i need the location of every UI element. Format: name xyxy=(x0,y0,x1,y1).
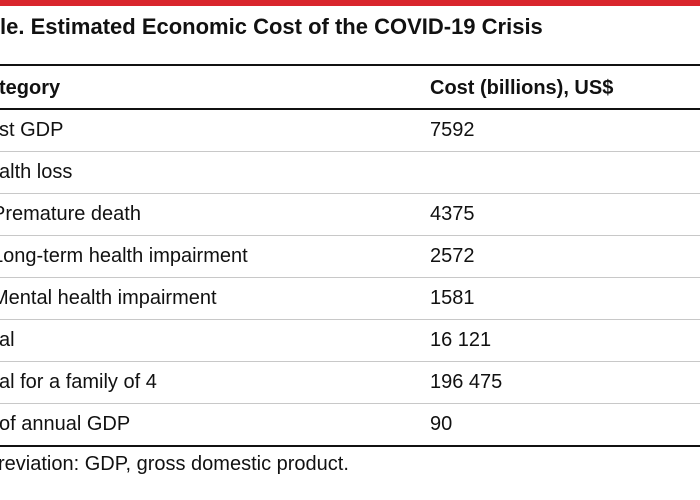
header-cost: Cost (billions), US$ xyxy=(430,77,614,99)
row-cost: 7592 xyxy=(430,119,475,141)
row-cost: 4375 xyxy=(430,203,475,225)
row-cost: 1581 xyxy=(430,287,475,309)
cost-table: tegory Cost (billions), US$ st GDP 7592 … xyxy=(0,64,700,447)
top-accent-bar xyxy=(0,0,700,6)
row-cost: 90 xyxy=(430,413,453,435)
row-category: al xyxy=(0,329,15,351)
table-row: alth loss xyxy=(0,152,700,194)
header-category: tegory xyxy=(0,77,61,99)
row-category: Premature death xyxy=(0,203,141,225)
table-row: al 16 121 xyxy=(0,320,700,362)
table-row: Premature death 4375 xyxy=(0,194,700,236)
row-cost: 16 121 xyxy=(430,329,492,351)
table-row: Long-term health impairment 2572 xyxy=(0,236,700,278)
row-category: Long-term health impairment xyxy=(0,245,248,267)
row-category: st GDP xyxy=(0,119,64,141)
table-header-row: tegory Cost (billions), US$ xyxy=(0,64,700,110)
table-row: al for a family of 4 196 475 xyxy=(0,362,700,404)
table-row: Mental health impairment 1581 xyxy=(0,278,700,320)
table-footnote: reviation: GDP, gross domestic product. xyxy=(0,453,349,475)
table-title: le. Estimated Economic Cost of the COVID… xyxy=(0,14,543,39)
row-category: of annual GDP xyxy=(0,413,131,435)
row-category: al for a family of 4 xyxy=(0,371,157,393)
row-cost: 2572 xyxy=(430,245,475,267)
table-row: of annual GDP 90 xyxy=(0,404,700,447)
row-cost: 196 475 xyxy=(430,371,503,393)
row-category: Mental health impairment xyxy=(0,287,217,309)
table-row: st GDP 7592 xyxy=(0,110,700,152)
row-category: alth loss xyxy=(0,161,73,183)
